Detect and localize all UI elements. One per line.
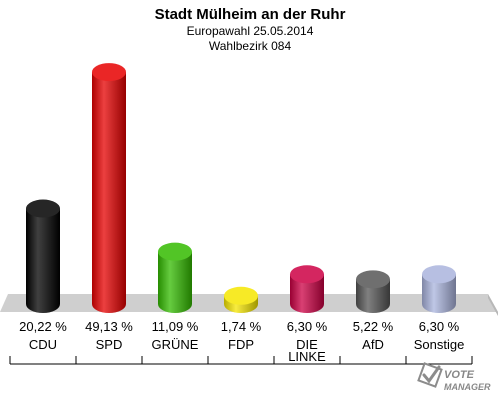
chart-floor-shadow xyxy=(488,294,498,316)
watermark-line-1: VOTE xyxy=(444,369,475,381)
category-label: FDP xyxy=(228,337,254,352)
bar-cdu xyxy=(26,199,60,313)
bar-cap xyxy=(158,242,192,261)
value-label: 49,13 % xyxy=(85,319,133,334)
bar-cap xyxy=(356,270,390,289)
bar-body xyxy=(26,208,60,313)
bar-cap xyxy=(422,265,456,284)
bar-die-linke xyxy=(290,265,324,313)
ballot-icon xyxy=(417,362,443,388)
watermark-line-2: MANAGER xyxy=(444,382,491,392)
category-label: Sonstige xyxy=(414,337,465,352)
chart-subtitle-line-2: Wahlbezirk 084 xyxy=(209,39,292,53)
bar-gr-ne xyxy=(158,242,192,313)
chart-title: Stadt Mülheim an der Ruhr xyxy=(155,6,346,23)
bar-body xyxy=(290,274,324,313)
bar-body xyxy=(356,279,390,313)
bar-body xyxy=(92,72,126,313)
bar-body xyxy=(422,274,456,313)
category-label: DIE xyxy=(296,337,318,352)
value-label: 5,22 % xyxy=(353,319,394,334)
bar-afd xyxy=(356,270,390,313)
vote-manager-logo: VOTE MANAGER xyxy=(417,362,491,392)
category-axis xyxy=(9,356,473,365)
bar-body xyxy=(158,251,192,313)
bar-cap xyxy=(26,199,60,218)
bars-layer xyxy=(26,63,456,313)
bar-cap xyxy=(224,286,258,305)
value-label: 6,30 % xyxy=(287,319,328,334)
labels-layer: 20,22 % CDU 49,13 % SPD 11,09 % GRÜNE 1,74 % FD… xyxy=(19,319,464,364)
bar-spd xyxy=(92,63,126,313)
category-label: AfD xyxy=(362,337,384,352)
bar-cap xyxy=(92,63,126,82)
bar-fdp xyxy=(224,286,258,313)
category-label: GRÜNE xyxy=(152,337,199,352)
bar-sonstige xyxy=(422,265,456,313)
category-label: SPD xyxy=(96,337,123,352)
value-label: 1,74 % xyxy=(221,319,262,334)
bar-cap xyxy=(290,265,324,284)
value-label: 11,09 % xyxy=(152,319,199,334)
category-label: LINKE xyxy=(288,349,326,364)
value-label: 20,22 % xyxy=(19,319,67,334)
category-label: CDU xyxy=(29,337,57,352)
chart-subtitle-line-1: Europawahl 25.05.2014 xyxy=(187,24,314,38)
value-label: 6,30 % xyxy=(419,319,460,334)
